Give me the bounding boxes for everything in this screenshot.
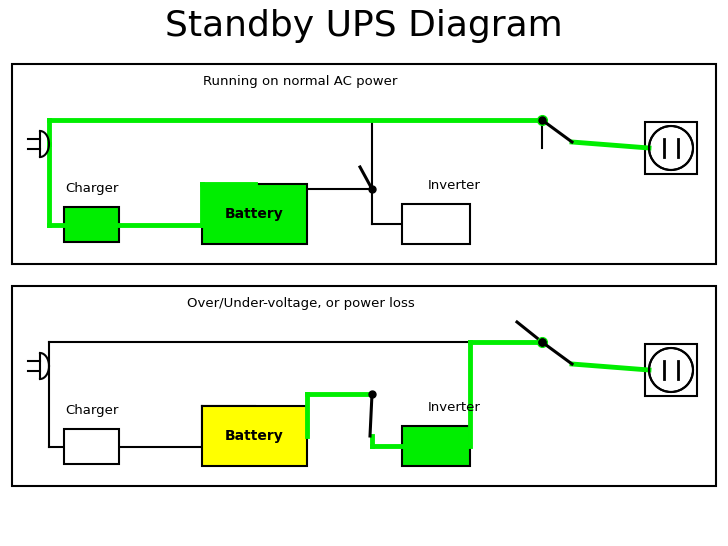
Text: Over/Under-voltage, or power loss: Over/Under-voltage, or power loss [187,298,414,311]
Text: Inverter: Inverter [427,401,480,414]
Text: Running on normal AC power: Running on normal AC power [203,75,397,88]
Text: Battery: Battery [225,429,284,443]
Text: Inverter: Inverter [427,179,480,192]
Text: Charger: Charger [65,404,118,417]
Bar [12,286,716,486]
Bar [64,207,119,242]
Bar [64,429,119,464]
Bar [645,122,697,174]
Bar [402,204,470,244]
Bar [645,344,697,396]
Text: Standby UPS Diagram: Standby UPS Diagram [165,9,563,43]
Bar [202,406,307,466]
Text: Charger: Charger [65,182,118,195]
Bar [202,184,307,244]
Bar [12,64,716,264]
Text: Battery: Battery [225,207,284,221]
Bar [402,426,470,466]
